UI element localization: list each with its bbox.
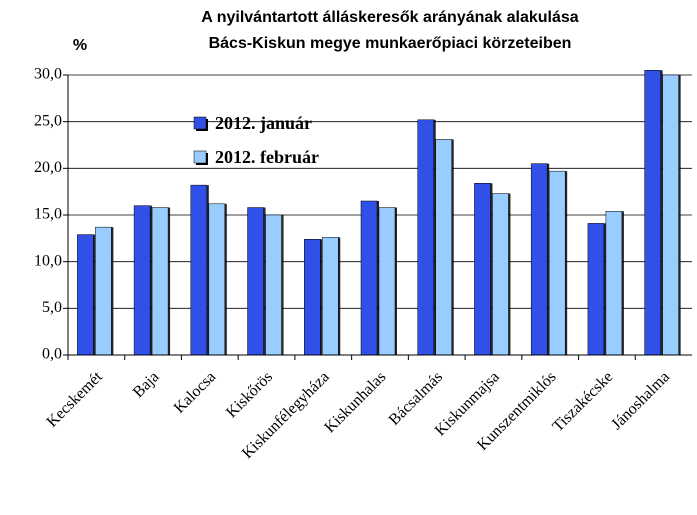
legend-swatch: [193, 116, 207, 130]
bar: [474, 183, 491, 356]
y-tick-label: 0,0: [42, 346, 62, 363]
y-axis-label: %: [73, 37, 87, 54]
y-tick-label: 25,0: [34, 112, 62, 129]
bar: [530, 163, 548, 356]
bar: [378, 207, 396, 356]
bar: [605, 211, 623, 356]
legend-swatch: [193, 150, 207, 164]
bar: [247, 207, 264, 356]
x-tick-label: Kecskemét: [44, 368, 107, 431]
x-tick-label: Bácsalmás: [386, 368, 446, 428]
y-tick-label: 10,0: [34, 252, 62, 269]
bar: [417, 119, 434, 356]
y-tick-label: 5,0: [42, 299, 62, 316]
bar: [151, 207, 169, 356]
x-tick-label: Baja: [130, 368, 163, 401]
bar: [360, 200, 378, 356]
x-tick-label: Kiskunhalas: [321, 368, 389, 436]
chart-title: Bács-Kiskun megye munkaerőpiaci körzetei…: [209, 35, 572, 52]
x-tick-label: Tiszakécske: [549, 368, 616, 435]
bar: [492, 193, 509, 356]
legend-label: 2012. február: [215, 147, 319, 167]
bar: [662, 74, 679, 356]
bar: [587, 223, 605, 356]
y-tick-label: 15,0: [34, 206, 62, 223]
x-tick-label: Kalocsa: [171, 368, 219, 416]
bar: [208, 203, 226, 356]
bar: [548, 170, 566, 356]
x-tick-label: Kiskőrös: [223, 368, 276, 421]
bar: [77, 234, 94, 356]
bar: [265, 214, 282, 356]
bar: [190, 184, 208, 356]
x-tick-label: Jánoshalma: [608, 368, 673, 433]
bar: [304, 239, 321, 356]
chart-title: A nyilvántartott álláskeresők arányának …: [201, 9, 578, 26]
legend-label: 2012. január: [215, 113, 312, 133]
bar: [95, 226, 112, 356]
bar: [435, 139, 452, 356]
bar: [644, 70, 661, 356]
bar: [322, 237, 339, 356]
bar: [133, 205, 151, 356]
y-tick-label: 20,0: [34, 159, 62, 176]
y-tick-label: 30,0: [34, 66, 62, 83]
